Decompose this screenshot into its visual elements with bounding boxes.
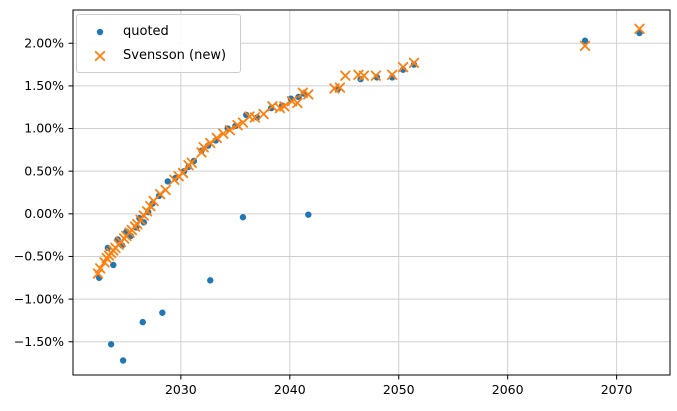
quoted-dot-marker-icon — [87, 24, 113, 40]
data-point-svensson — [218, 128, 229, 139]
data-point-quoted — [164, 178, 171, 185]
data-point-svensson — [397, 61, 409, 73]
data-point-svensson — [579, 40, 591, 52]
legend-label-quoted: quoted — [123, 24, 169, 39]
data-point-svensson — [92, 268, 104, 279]
x-tick-label: 2040 — [274, 382, 306, 397]
y-tick-label: 1.00% — [24, 121, 64, 136]
data-point-quoted — [119, 357, 127, 364]
legend-dot-icon — [96, 28, 104, 35]
legend-marker-svg — [94, 50, 106, 61]
data-point-svensson — [386, 69, 398, 81]
data-point-quoted — [110, 261, 117, 269]
data-point-svensson — [258, 108, 269, 120]
legend-label-svensson: Svensson (new) — [123, 48, 227, 63]
data-point-quoted — [159, 309, 166, 316]
data-point-svensson — [279, 101, 290, 112]
data-point-svensson — [334, 82, 346, 93]
data-point-quoted — [139, 318, 146, 326]
data-point-quoted — [243, 111, 250, 119]
svensson-x-marker-icon — [87, 48, 113, 64]
data-point-svensson — [358, 70, 370, 81]
data-point-svensson — [186, 157, 197, 168]
data-point-svensson — [145, 200, 156, 212]
data-point-quoted — [410, 61, 418, 68]
data-point-svensson — [249, 112, 261, 123]
y-tick-label: 0.00% — [24, 206, 64, 221]
legend: quoted Svensson (new) — [76, 14, 242, 73]
data-point-svensson — [286, 96, 298, 107]
y-tick-label: 1.50% — [24, 78, 64, 93]
legend-item-svensson: Svensson (new) — [87, 46, 226, 65]
x-tick-label: 2050 — [383, 382, 415, 397]
data-point-svensson — [141, 206, 153, 217]
data-point-svensson — [297, 87, 309, 98]
data-point-quoted — [305, 211, 312, 218]
data-point-svensson — [196, 147, 207, 158]
data-point-svensson — [160, 184, 171, 196]
data-point-svensson — [177, 167, 189, 179]
legend-item-quoted: quoted — [87, 22, 226, 41]
y-tick-label: 0.50% — [24, 163, 64, 178]
x-tick-label: 2030 — [165, 382, 197, 397]
data-point-quoted — [581, 37, 589, 44]
series-svensson — [92, 23, 645, 279]
legend-x-icon — [94, 50, 106, 61]
x-tick-label: 2060 — [492, 382, 524, 397]
plot-border — [72, 9, 671, 376]
y-tick-label: 2.00% — [24, 35, 64, 50]
data-point-quoted — [107, 341, 115, 348]
y-tick-label: −1.50% — [14, 334, 64, 349]
data-point-svensson — [205, 137, 216, 149]
data-point-svensson — [634, 23, 645, 34]
data-point-svensson — [408, 57, 420, 69]
data-point-svensson — [303, 89, 314, 100]
x-tick-label: 2070 — [601, 382, 633, 397]
data-point-svensson — [340, 70, 351, 81]
data-point-svensson — [211, 132, 223, 144]
y-tick-label: −0.50% — [14, 249, 64, 264]
series-quoted — [95, 29, 643, 364]
legend-marker-svg — [96, 28, 104, 35]
y-tick-label: −1.00% — [14, 291, 64, 306]
data-point-svensson — [95, 263, 106, 274]
data-point-svensson — [232, 119, 243, 131]
data-point-svensson — [198, 142, 209, 153]
data-point-quoted — [207, 277, 214, 284]
data-point-svensson — [224, 125, 236, 136]
data-point-svensson — [292, 97, 303, 109]
data-point-quoted — [239, 214, 247, 221]
data-point-svensson — [370, 70, 382, 81]
